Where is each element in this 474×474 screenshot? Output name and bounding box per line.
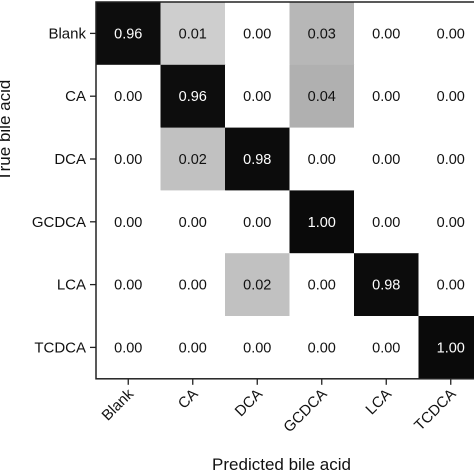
cell-value-label: 0.98 xyxy=(372,278,400,294)
heatmap-cell-dca-gcdca xyxy=(289,127,355,191)
x-tick-label: CA xyxy=(175,386,202,413)
cell-value-label: 0.00 xyxy=(437,278,465,294)
heatmap-cell-dca-dca xyxy=(225,127,290,191)
heatmap-cell-ca-lca xyxy=(354,64,419,129)
cell-value-label: 0.00 xyxy=(179,340,207,356)
cell-value-label: 0.02 xyxy=(179,152,207,168)
heatmap-cell-gcdca-gcdca xyxy=(289,190,355,254)
cell-value-label: 0.04 xyxy=(308,89,336,105)
cell-value-label: 0.00 xyxy=(437,89,465,105)
cell-value-label: 0.00 xyxy=(243,340,271,356)
cell-value-label: 0.00 xyxy=(114,89,142,105)
cell-value-label: 0.96 xyxy=(179,89,207,105)
cell-value-label: 0.00 xyxy=(179,278,207,294)
heatmap-cell-blank-dca xyxy=(225,2,290,66)
heatmap-cell-lca-dca xyxy=(225,253,290,317)
heatmap-cell-gcdca-lca xyxy=(354,190,419,254)
heatmap-cell-tcdca-gcdca xyxy=(289,316,355,380)
cell-value-label: 0.00 xyxy=(437,215,465,231)
y-tick-label: GCDCA xyxy=(32,214,86,231)
y-tick-label: LCA xyxy=(57,277,86,294)
cell-value-label: 0.00 xyxy=(372,152,400,168)
y-axis-title: True bile acid xyxy=(0,80,14,181)
plot-frame xyxy=(95,1,474,380)
heatmap-cell-tcdca-dca xyxy=(225,316,290,380)
cell-value-label: 0.00 xyxy=(114,278,142,294)
heatmap-cell-lca-lca xyxy=(354,253,419,317)
heatmap-cell-lca-blank xyxy=(96,253,161,317)
heatmap-cell-blank-ca xyxy=(160,2,226,66)
cell-value-label: 0.00 xyxy=(437,26,465,42)
cell-value-label: 0.00 xyxy=(243,215,271,231)
cell-value-label: 0.02 xyxy=(243,278,271,294)
heatmap-cells xyxy=(96,2,474,380)
heatmap-cell-tcdca-lca xyxy=(354,316,419,380)
cell-value-label: 0.00 xyxy=(114,152,142,168)
y-tick-label: DCA xyxy=(54,151,86,168)
cell-value-label: 1.00 xyxy=(437,340,465,356)
cell-value-label: 0.00 xyxy=(372,89,400,105)
heatmap-cell-ca-ca xyxy=(160,64,226,129)
heatmap-cell-ca-gcdca xyxy=(289,64,355,129)
heatmap-cell-dca-blank xyxy=(96,127,161,191)
heatmap-cell-lca-gcdca xyxy=(289,253,355,317)
cell-value-label: 0.00 xyxy=(308,340,336,356)
heatmap-cell-ca-tcdca xyxy=(418,64,474,129)
cell-value-label: 0.00 xyxy=(308,152,336,168)
heatmap-cell-gcdca-blank xyxy=(96,190,161,254)
cell-value-label: 0.00 xyxy=(437,152,465,168)
heatmap-cell-tcdca-tcdca xyxy=(418,316,474,380)
heatmap-cell-gcdca-dca xyxy=(225,190,290,254)
y-tick-label: TCDCA xyxy=(34,339,86,356)
heatmap-cell-lca-ca xyxy=(160,253,226,317)
x-tick-label: LCA xyxy=(362,386,395,419)
cell-value-label: 0.00 xyxy=(308,278,336,294)
y-tick-label: CA xyxy=(65,88,86,105)
heatmap-cell-ca-blank xyxy=(96,64,161,129)
cell-value-label: 0.00 xyxy=(179,215,207,231)
heatmap-cell-gcdca-tcdca xyxy=(418,190,474,254)
cell-value-label: 0.00 xyxy=(372,26,400,42)
heatmap-cell-gcdca-ca xyxy=(160,190,226,254)
x-axis-ticks: Blank CA DCA GCDCA LCA TCDCA xyxy=(99,378,460,436)
heatmap-cell-dca-tcdca xyxy=(418,127,474,191)
cell-value-label: 0.03 xyxy=(308,26,336,42)
heatmap-cell-lca-tcdca xyxy=(418,253,474,317)
x-tick-label: TCDCA xyxy=(411,386,460,435)
heatmap-cell-tcdca-blank xyxy=(96,316,161,380)
cell-value-label: 0.00 xyxy=(372,340,400,356)
cell-value-label: 0.00 xyxy=(114,215,142,231)
x-tick-label: Blank xyxy=(99,385,138,424)
x-tick-label: GCDCA xyxy=(280,386,330,436)
heatmap-cell-blank-lca xyxy=(354,2,419,66)
cell-value-label: 0.98 xyxy=(243,152,271,168)
cell-value-label: 0.00 xyxy=(114,340,142,356)
x-tick-label: DCA xyxy=(232,386,266,420)
cell-value-label: 0.96 xyxy=(114,26,142,42)
heatmap-cell-labels: 0.96 0.01 0.00 0.03 0.00 0.00 0.00 0.96 0.00 0.04… xyxy=(114,26,465,356)
cell-value-label: 0.01 xyxy=(179,26,207,42)
heatmap-cell-tcdca-ca xyxy=(160,316,226,380)
heatmap-cell-blank-blank xyxy=(96,2,161,66)
y-axis-ticks: Blank CA DCA GCDCA LCA TCDCA xyxy=(32,25,96,356)
cell-value-label: 0.00 xyxy=(372,215,400,231)
heatmap-cell-blank-tcdca xyxy=(418,2,474,66)
cell-value-label: 1.00 xyxy=(308,215,336,231)
cell-value-label: 0.00 xyxy=(243,89,271,105)
cell-value-label: 0.00 xyxy=(243,26,271,42)
y-tick-label: Blank xyxy=(48,25,86,42)
heatmap-cell-dca-ca xyxy=(160,127,226,191)
x-axis-title: Predicted bile acid xyxy=(212,455,351,474)
heatmap-cell-dca-lca xyxy=(354,127,419,191)
heatmap-cell-blank-gcdca xyxy=(289,2,355,66)
heatmap-cell-ca-dca xyxy=(225,64,290,129)
